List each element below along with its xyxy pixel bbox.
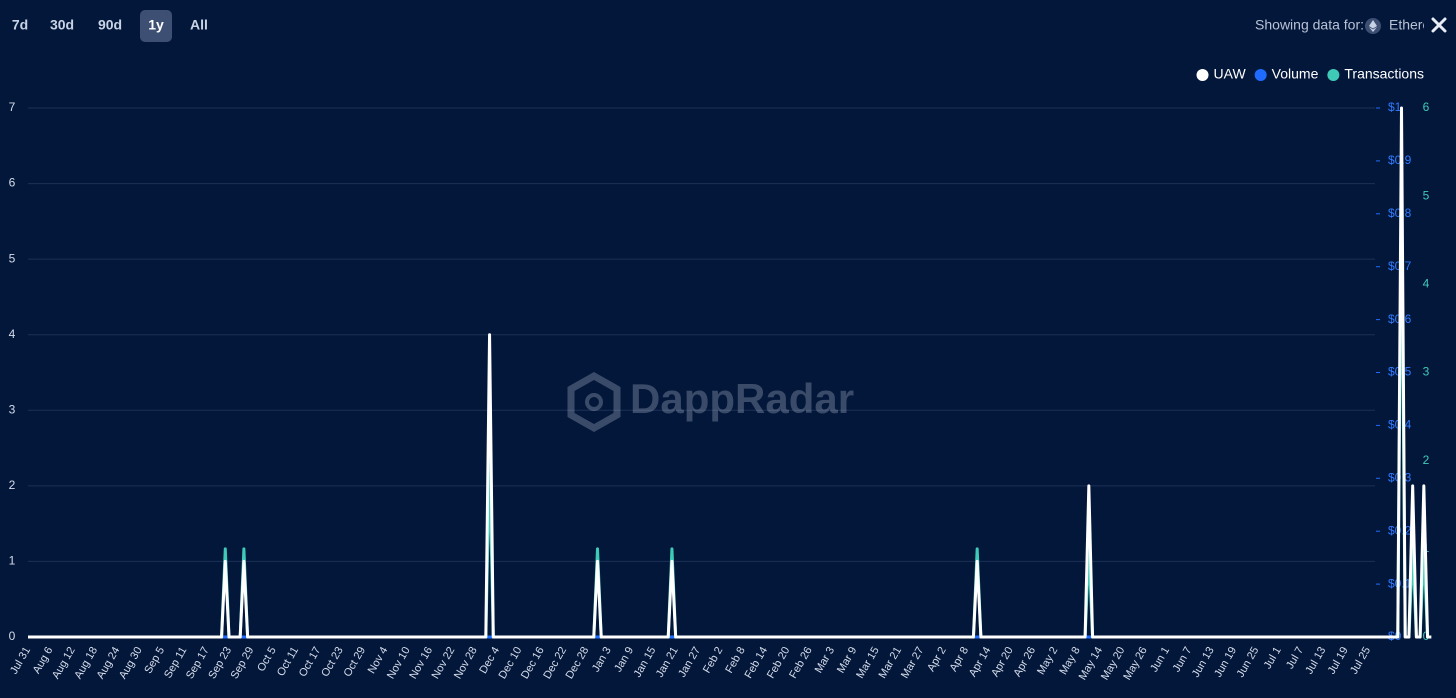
x-tick-label: Jan 27: [676, 645, 703, 680]
y-tick-label: 7: [9, 100, 16, 114]
source-label: Showing data for:: [1255, 17, 1364, 33]
y-tick-label: 1: [9, 554, 16, 568]
y3-tick-label: 3: [1423, 365, 1430, 379]
watermark-text: DappRadar: [630, 375, 854, 422]
x-tick-label: Apr 26: [1012, 645, 1039, 679]
x-tick-label: Jul 13: [1303, 645, 1328, 676]
range-button[interactable]: 1y: [148, 17, 164, 33]
y3-tick-label: 5: [1423, 188, 1430, 202]
y-tick-label: 0: [9, 629, 16, 643]
watermark-logo-core: [585, 393, 603, 411]
x-tick-label: Jun 1: [1148, 645, 1172, 674]
x-tick-label: Jan 3: [590, 645, 614, 674]
x-tick-label: May 2: [1035, 645, 1060, 677]
range-button[interactable]: All: [190, 17, 208, 33]
watermark-logo: [567, 371, 621, 433]
x-tick-label: Oct 5: [255, 645, 279, 674]
range-button-bg: [140, 10, 172, 42]
x-tick-label: Feb 2: [701, 645, 725, 675]
x-tick-label: Jul 7: [1284, 645, 1306, 671]
legend-swatch: [1327, 69, 1340, 81]
watermark: DappRadar: [567, 371, 854, 433]
legend-label: Volume: [1272, 66, 1319, 82]
x-tick-label: Mar 3: [813, 645, 837, 675]
y-tick-label: 3: [9, 402, 16, 416]
x-tick-label: Mar 27: [899, 645, 927, 681]
eth-glyph: [1369, 20, 1377, 32]
close-button[interactable]: [1431, 17, 1447, 33]
range-button[interactable]: 90d: [98, 17, 122, 33]
x-tick-label: Feb 26: [787, 645, 815, 681]
y-tick-label: 4: [9, 327, 16, 341]
x-tick-label: Jun 25: [1235, 645, 1262, 680]
y-tick-label: 2: [9, 478, 16, 492]
legend-label: Transactions: [1344, 66, 1424, 82]
range-button[interactable]: 30d: [50, 17, 74, 33]
x-tick-label: Jul 31: [8, 645, 33, 676]
y-tick-label: 6: [9, 176, 16, 190]
x-tick-label: Jul 25: [1348, 645, 1373, 676]
x-tick-label: Oct 29: [342, 645, 369, 679]
range-button[interactable]: 7d: [12, 17, 28, 33]
y3-tick-label: 4: [1423, 277, 1430, 291]
legend-swatch: [1254, 69, 1267, 81]
y2-tick-label: $1: [1388, 100, 1402, 114]
y3-tick-label: 2: [1423, 453, 1430, 467]
x-tick-label: Apr 8: [948, 645, 972, 674]
legend-label: UAW: [1214, 66, 1247, 82]
x-tick-label: Jul 19: [1326, 645, 1351, 676]
legend-swatch: [1196, 69, 1209, 81]
y3-tick-label: 6: [1423, 100, 1430, 114]
y-tick-label: 5: [9, 251, 16, 265]
y2-tick-label: $0.1: [1388, 576, 1412, 590]
series-line: [28, 106, 1432, 639]
x-tick-label: Jul 1: [1262, 645, 1284, 671]
x-tick-label: Apr 2: [925, 645, 949, 674]
